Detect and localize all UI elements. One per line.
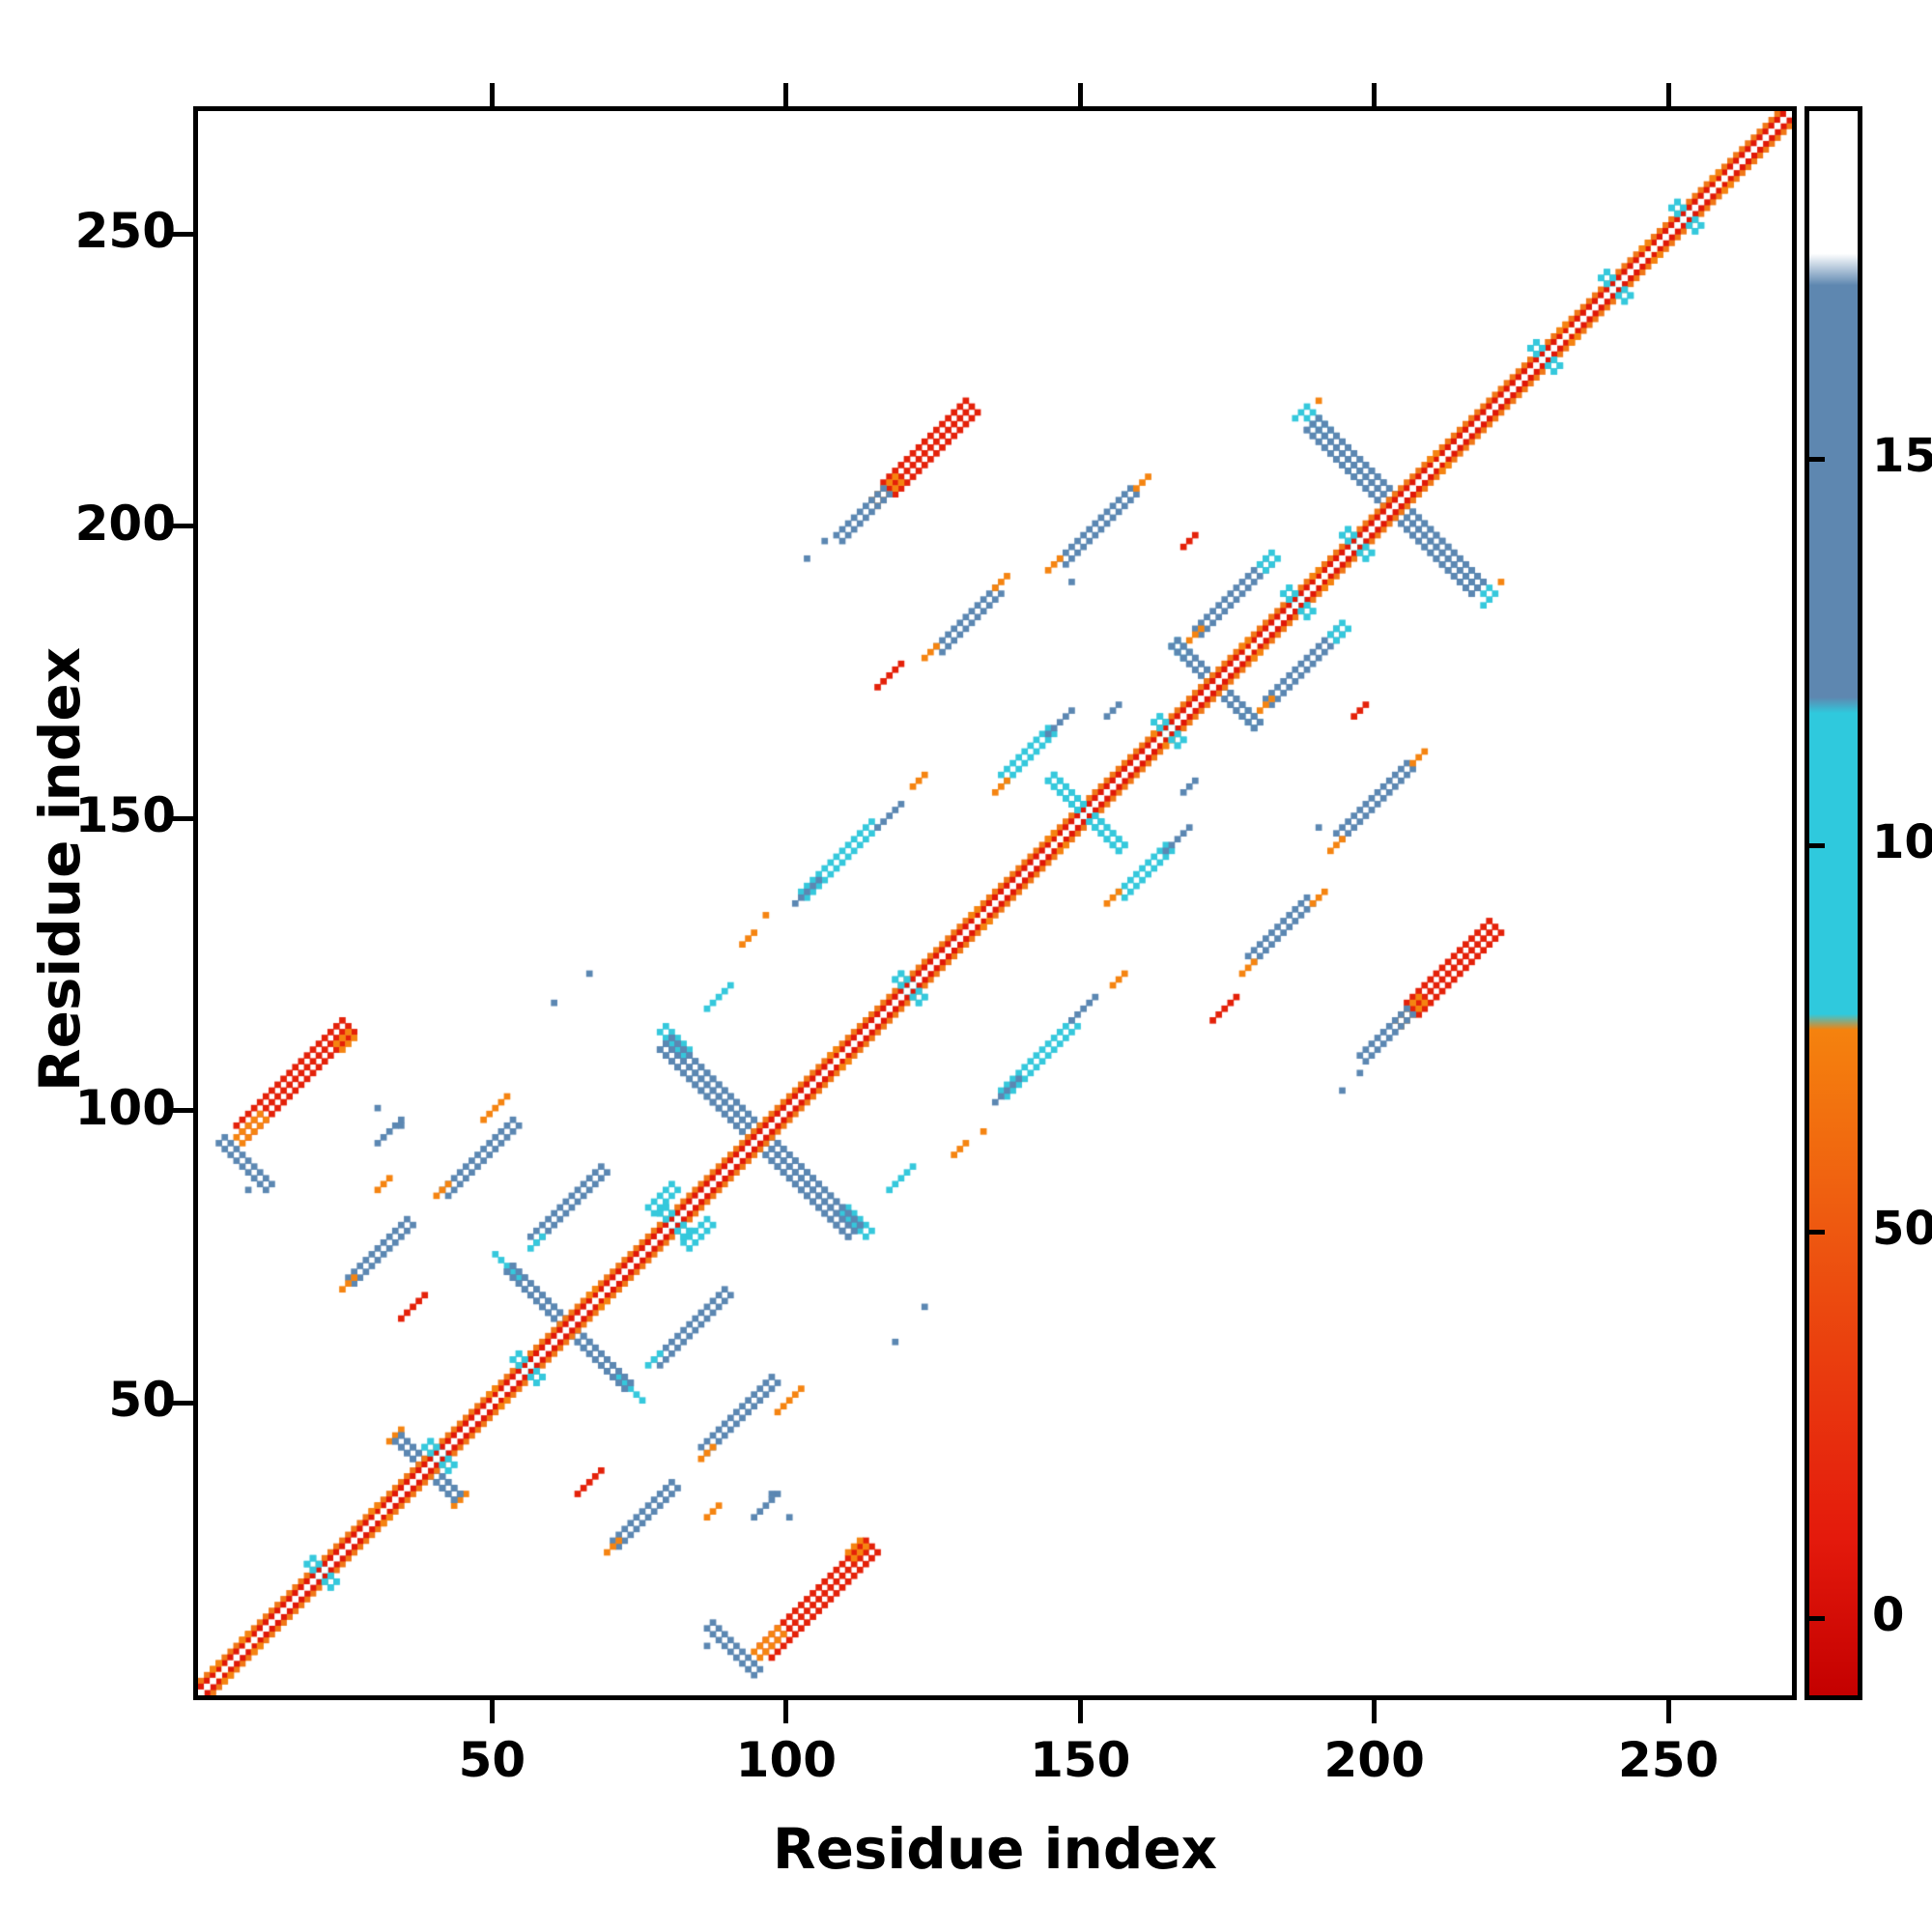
- x-axis-label: Residue index: [772, 1816, 1218, 1882]
- colorbar-tick-label: 100: [1872, 815, 1932, 869]
- colorbar-tick: [1809, 842, 1825, 848]
- x-tick-top: [1077, 83, 1083, 106]
- x-tick: [1077, 1700, 1083, 1723]
- plot-area: [193, 106, 1797, 1700]
- y-tick-label: 250: [74, 203, 176, 260]
- x-tick-label: 100: [735, 1732, 838, 1788]
- colorbar-tick: [1809, 1615, 1825, 1621]
- y-tick: [170, 1400, 193, 1406]
- colorbar-gradient: [1809, 111, 1858, 1695]
- colorbar-tick: [1809, 456, 1825, 462]
- y-tick: [170, 815, 193, 821]
- colorbar-tick-label: 50: [1872, 1202, 1932, 1256]
- x-tick: [1372, 1700, 1378, 1723]
- colorbar-tick: [1809, 1229, 1825, 1235]
- y-tick: [170, 524, 193, 529]
- colorbar: [1804, 106, 1862, 1700]
- y-tick-label: 200: [74, 495, 176, 552]
- y-tick: [170, 1108, 193, 1114]
- x-tick-label: 50: [458, 1732, 526, 1788]
- colorbar-tick-label: 0: [1872, 1588, 1905, 1642]
- x-tick: [489, 1700, 495, 1723]
- x-tick-label: 150: [1030, 1732, 1131, 1788]
- x-tick-top: [1665, 83, 1671, 106]
- x-tick-top: [783, 83, 789, 106]
- y-tick-label: 50: [108, 1372, 176, 1429]
- y-tick: [170, 231, 193, 237]
- x-tick-label: 250: [1617, 1732, 1719, 1788]
- x-tick: [783, 1700, 789, 1723]
- x-tick-top: [1372, 83, 1378, 106]
- y-axis-label: Residue index: [27, 646, 93, 1093]
- x-tick-top: [489, 83, 495, 106]
- x-tick-label: 200: [1323, 1732, 1425, 1788]
- y-tick-label: 150: [74, 787, 176, 844]
- colorbar-tick-label: 150: [1872, 429, 1932, 483]
- x-tick: [1665, 1700, 1671, 1723]
- contact-map-canvas: [198, 111, 1792, 1695]
- y-tick-label: 100: [74, 1079, 176, 1136]
